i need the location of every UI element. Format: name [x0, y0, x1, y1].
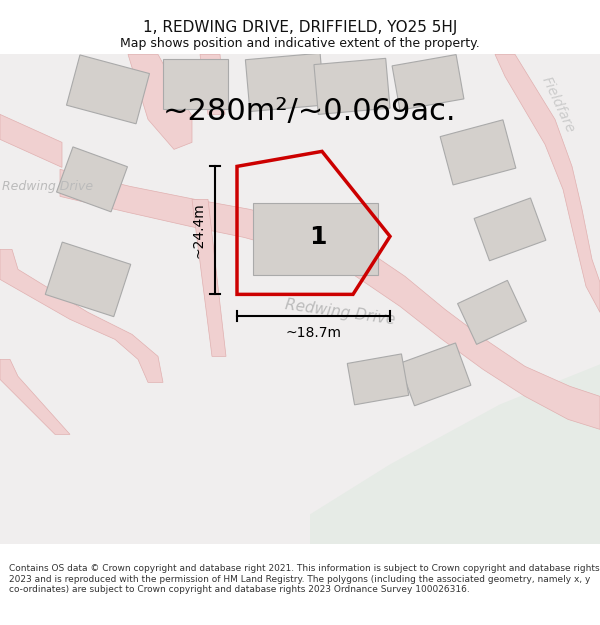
Text: ~24.4m: ~24.4m — [191, 202, 205, 258]
Polygon shape — [0, 114, 62, 168]
Text: Redwing Drive: Redwing Drive — [284, 298, 396, 328]
Text: Fieldfare: Fieldfare — [539, 74, 577, 135]
Polygon shape — [440, 120, 516, 185]
Text: 1: 1 — [309, 226, 327, 249]
Text: Redwing Drive: Redwing Drive — [2, 180, 94, 193]
Polygon shape — [314, 58, 390, 114]
Polygon shape — [392, 54, 464, 110]
Polygon shape — [128, 54, 192, 149]
Polygon shape — [45, 242, 131, 317]
Text: Map shows position and indicative extent of the property.: Map shows position and indicative extent… — [120, 38, 480, 50]
Polygon shape — [192, 199, 226, 356]
Polygon shape — [347, 354, 409, 405]
Polygon shape — [0, 54, 600, 544]
Polygon shape — [163, 59, 227, 109]
Polygon shape — [253, 203, 377, 276]
Polygon shape — [495, 54, 600, 312]
Polygon shape — [60, 169, 600, 429]
Text: 1, REDWING DRIVE, DRIFFIELD, YO25 5HJ: 1, REDWING DRIVE, DRIFFIELD, YO25 5HJ — [143, 20, 457, 35]
Polygon shape — [0, 359, 70, 434]
Text: Contains OS data © Crown copyright and database right 2021. This information is : Contains OS data © Crown copyright and d… — [9, 564, 599, 594]
Text: ~18.7m: ~18.7m — [286, 326, 341, 341]
Polygon shape — [399, 343, 471, 406]
Polygon shape — [458, 281, 526, 344]
Polygon shape — [474, 198, 546, 261]
Text: ~280m²/~0.069ac.: ~280m²/~0.069ac. — [163, 97, 457, 126]
Polygon shape — [67, 55, 149, 124]
Polygon shape — [245, 53, 325, 111]
Polygon shape — [0, 249, 163, 382]
Polygon shape — [56, 147, 127, 212]
Polygon shape — [310, 364, 600, 544]
Polygon shape — [200, 54, 225, 114]
